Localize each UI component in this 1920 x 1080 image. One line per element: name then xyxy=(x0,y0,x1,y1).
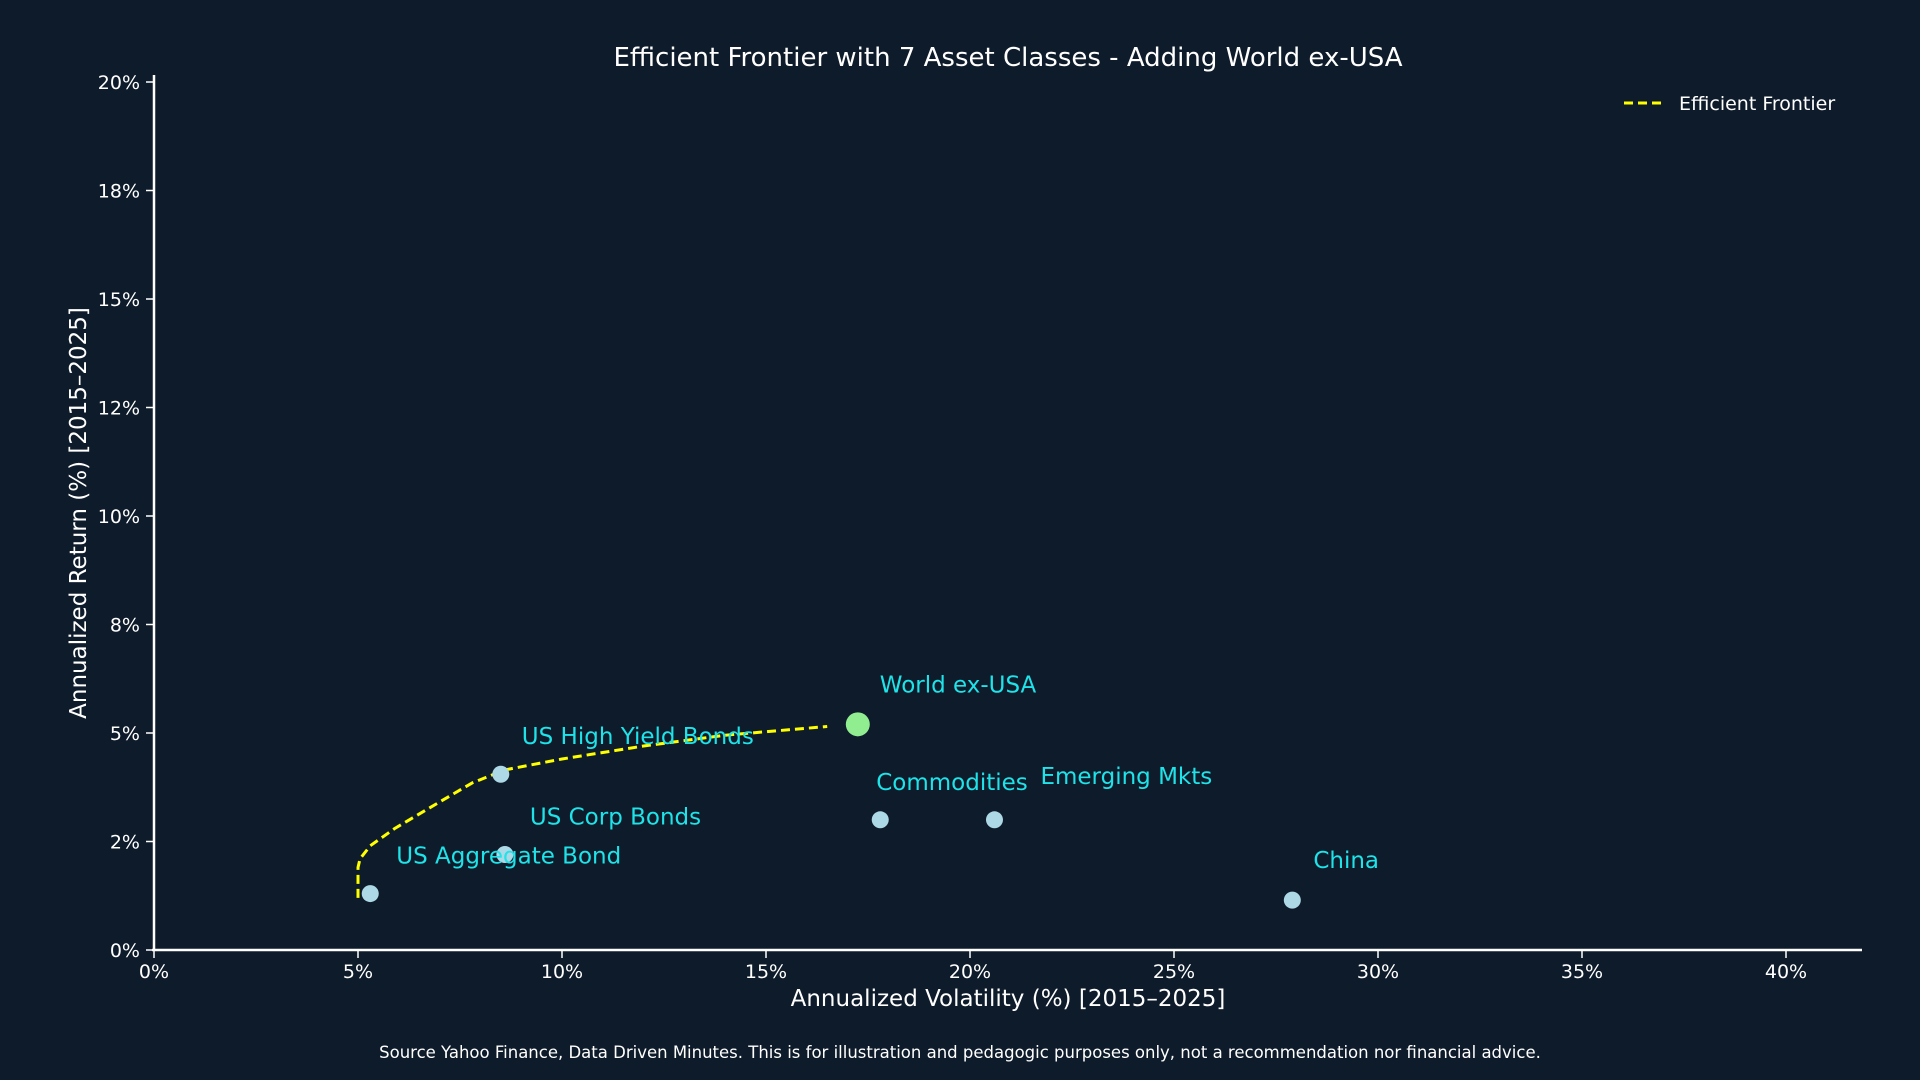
asset-label-emerging-mkts: Emerging Mkts xyxy=(1040,764,1212,790)
frontier-layer xyxy=(356,725,828,898)
asset-label-commodities: Commodities xyxy=(876,770,1028,796)
asset-label-world-ex-usa: World ex-USA xyxy=(880,672,1037,698)
x-tick-label: 20% xyxy=(949,961,991,983)
y-axis-label: Annualized Return (%) [2015–2025] xyxy=(66,307,92,719)
x-tick-label: 0% xyxy=(139,961,169,983)
asset-point-us-high-yield-bonds xyxy=(492,765,510,783)
x-tick-label: 40% xyxy=(1765,961,1807,983)
asset-point-emerging-mkts xyxy=(985,811,1003,829)
y-tick-label: 0% xyxy=(110,940,140,962)
efficient-frontier-line xyxy=(356,725,828,898)
asset-points xyxy=(361,712,1301,909)
chart-title: Efficient Frontier with 7 Asset Classes … xyxy=(613,43,1402,73)
legend-frontier-label: Efficient Frontier xyxy=(1679,93,1835,115)
asset-label-us-corp-bonds: US Corp Bonds xyxy=(530,805,701,831)
x-tick-label: 35% xyxy=(1561,961,1603,983)
asset-label-china: China xyxy=(1313,848,1379,874)
y-tick-label: 12% xyxy=(98,398,140,420)
asset-label-us-high-yield-bonds: US High Yield Bonds xyxy=(522,724,754,750)
asset-point-us-corp-bonds xyxy=(496,846,514,864)
x-tick-label: 25% xyxy=(1153,961,1195,983)
y-tick-label: 2% xyxy=(110,832,140,854)
y-tick-label: 20% xyxy=(98,72,140,94)
y-tick-label: 5% xyxy=(110,723,140,745)
x-ticks: 0% 5% 10% 15% 20% 25% 30% 35% 40% xyxy=(139,950,1807,983)
y-tick-label: 18% xyxy=(98,181,140,203)
y-tick-label: 10% xyxy=(98,506,140,528)
asset-point-us-aggregate-bond xyxy=(361,885,379,903)
x-axis-label: Annualized Volatility (%) [2015–2025] xyxy=(791,986,1226,1012)
y-tick-label: 15% xyxy=(98,289,140,311)
legend: Efficient Frontier xyxy=(1624,93,1835,115)
asset-point-commodities xyxy=(871,811,889,829)
asset-point-china xyxy=(1283,891,1301,909)
x-tick-label: 15% xyxy=(745,961,787,983)
y-ticks: 0% 2% 5% 8% 10% 12% 15% 18% 20% xyxy=(98,72,154,962)
asset-point-world-ex-usa xyxy=(845,712,870,737)
y-tick-label: 8% xyxy=(110,615,140,637)
x-tick-label: 30% xyxy=(1357,961,1399,983)
asset-labels: US Aggregate Bond US Corp Bonds US High Yi… xyxy=(396,672,1379,874)
x-tick-label: 10% xyxy=(541,961,583,983)
asset-label-us-aggregate-bond: US Aggregate Bond xyxy=(396,844,621,870)
x-tick-label: 5% xyxy=(343,961,373,983)
axes xyxy=(152,75,1862,952)
source-note: Source Yahoo Finance, Data Driven Minute… xyxy=(379,1043,1541,1062)
